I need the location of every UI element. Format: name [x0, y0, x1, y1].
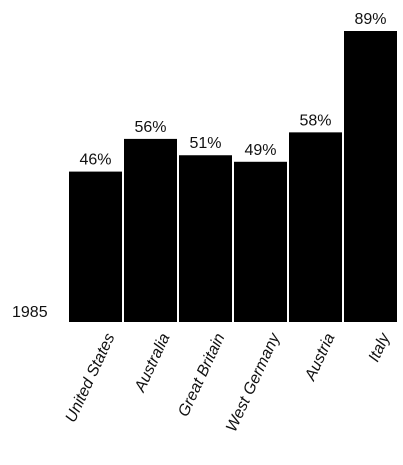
- bars-group: [69, 31, 397, 322]
- value-label-1: 56%: [134, 119, 166, 136]
- year-label: 1985: [12, 304, 48, 321]
- category-label-1: Australia: [131, 331, 173, 396]
- value-labels-group: 46% 56% 51% 49% 58% 89%: [79, 11, 386, 169]
- value-label-5: 89%: [354, 11, 386, 28]
- bar-2: [179, 155, 232, 322]
- value-label-4: 58%: [299, 112, 331, 129]
- value-label-3: 49%: [244, 142, 276, 159]
- bar-1: [124, 138, 177, 322]
- bar-0: [69, 171, 122, 322]
- bar-3: [234, 161, 287, 322]
- category-label-5: Italy: [366, 330, 394, 365]
- category-label-3: West Germany: [223, 330, 284, 435]
- category-label-4: Austria: [302, 331, 339, 384]
- bar-5: [344, 31, 397, 322]
- bar-4: [289, 132, 342, 322]
- category-labels-group: United States Australia Great BritainWest …: [63, 330, 394, 435]
- value-label-0: 46%: [79, 152, 111, 169]
- value-label-2: 51%: [189, 135, 221, 152]
- category-label-2: Great Britain: [175, 331, 228, 420]
- category-label-0: United States: [63, 331, 119, 425]
